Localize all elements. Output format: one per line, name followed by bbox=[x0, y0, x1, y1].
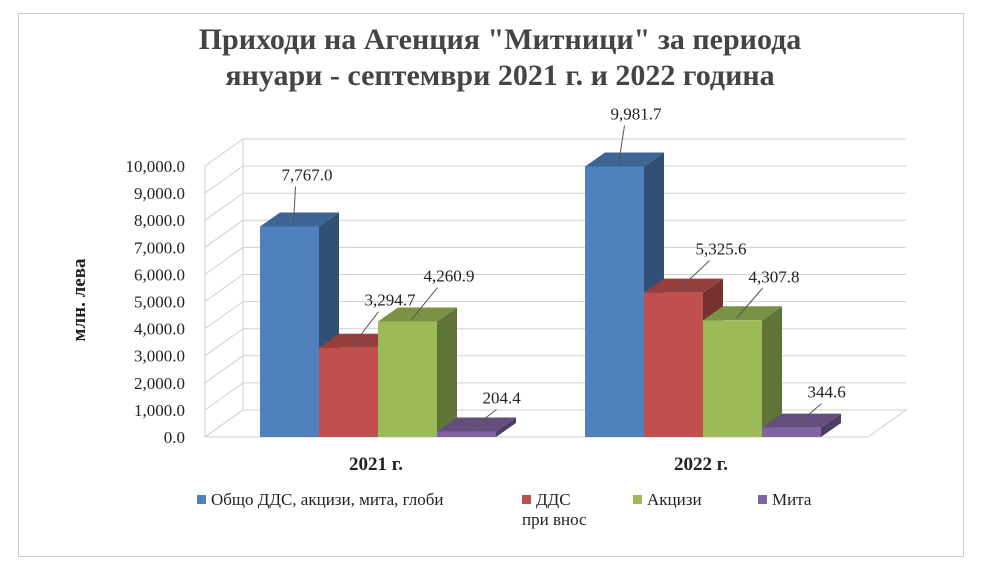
chart-title: Приходи на Агенция "Митници" за периода … bbox=[0, 22, 1000, 94]
chart-title-line-2: януари - септември 2021 г. и 2022 година bbox=[225, 59, 775, 92]
y-tick-label: 6,000.0 bbox=[134, 265, 185, 284]
data-label: 7,767.0 bbox=[282, 166, 333, 185]
data-label: 3,294.7 bbox=[365, 291, 417, 310]
x-category-label: 2022 г. bbox=[674, 454, 728, 475]
legend-swatch bbox=[633, 494, 642, 504]
legend-swatch bbox=[758, 494, 767, 504]
chart-title-line-1: Приходи на Агенция "Митници" за периода bbox=[198, 23, 802, 56]
data-label-leader bbox=[411, 287, 438, 320]
data-label-leader bbox=[795, 403, 822, 427]
data-label-leader bbox=[618, 125, 625, 165]
legend-swatch bbox=[522, 494, 531, 504]
bar-top bbox=[378, 307, 457, 322]
legend-item: Общо ДДС, акцизи, мита, глоби bbox=[197, 490, 444, 510]
legend-label: при внос bbox=[522, 510, 587, 529]
legend-label: Общо ДДС, акцизи, мита, глоби bbox=[211, 490, 444, 509]
data-label: 4,307.8 bbox=[749, 267, 800, 286]
chart-frame bbox=[18, 13, 964, 557]
y-tick-label: 10,000.0 bbox=[126, 157, 186, 176]
data-label-leader bbox=[352, 311, 379, 347]
legend-item: ДДС при внос bbox=[522, 490, 587, 530]
bar-top bbox=[260, 212, 339, 227]
bar bbox=[762, 427, 821, 437]
bar-side bbox=[437, 307, 457, 437]
bar bbox=[644, 292, 703, 437]
y-tick-label: 3,000.0 bbox=[134, 347, 185, 366]
data-label-leader bbox=[293, 186, 296, 225]
y-tick-label: 5,000.0 bbox=[134, 293, 185, 312]
y-tick-label: 8,000.0 bbox=[134, 211, 185, 230]
gridline bbox=[204, 138, 906, 167]
legend-item: Акцизи bbox=[633, 490, 702, 510]
bar bbox=[703, 320, 762, 437]
data-label-leader bbox=[736, 287, 763, 319]
y-tick-label: 4,000.0 bbox=[134, 320, 185, 339]
legend-label: ДДС bbox=[536, 490, 571, 509]
legend-swatch bbox=[197, 494, 206, 504]
x-category-label: 2021 г. bbox=[349, 454, 403, 475]
data-label-leader bbox=[470, 409, 497, 430]
data-label-leader bbox=[677, 260, 710, 292]
bar-side bbox=[821, 413, 841, 437]
bar-top bbox=[703, 306, 782, 321]
legend-label: Мита bbox=[772, 490, 812, 509]
data-label: 5,325.6 bbox=[696, 240, 747, 259]
y-tick-label: 1,000.0 bbox=[134, 401, 185, 420]
bar-side bbox=[762, 306, 782, 437]
y-tick-label: 7,000.0 bbox=[134, 238, 185, 257]
data-label: 9,981.7 bbox=[611, 104, 663, 123]
legend-label: Акцизи bbox=[647, 490, 702, 509]
y-tick-label: 0.0 bbox=[164, 428, 185, 447]
bar bbox=[378, 321, 437, 437]
bar bbox=[319, 347, 378, 437]
y-tick-label: 9,000.0 bbox=[134, 184, 185, 203]
bar bbox=[437, 431, 496, 437]
data-label: 204.4 bbox=[483, 388, 522, 407]
y-tick-label: 2,000.0 bbox=[134, 374, 185, 393]
data-label: 344.6 bbox=[808, 383, 846, 402]
bar-top bbox=[585, 152, 664, 167]
bar bbox=[585, 166, 644, 438]
chart-legend: Общо ДДС, акцизи, мита, глоби ДДС при внос… bbox=[180, 490, 900, 540]
legend-item: Мита bbox=[758, 490, 811, 510]
bar bbox=[260, 226, 319, 437]
bar-side bbox=[496, 417, 516, 437]
data-label: 4,260.9 bbox=[424, 267, 475, 286]
